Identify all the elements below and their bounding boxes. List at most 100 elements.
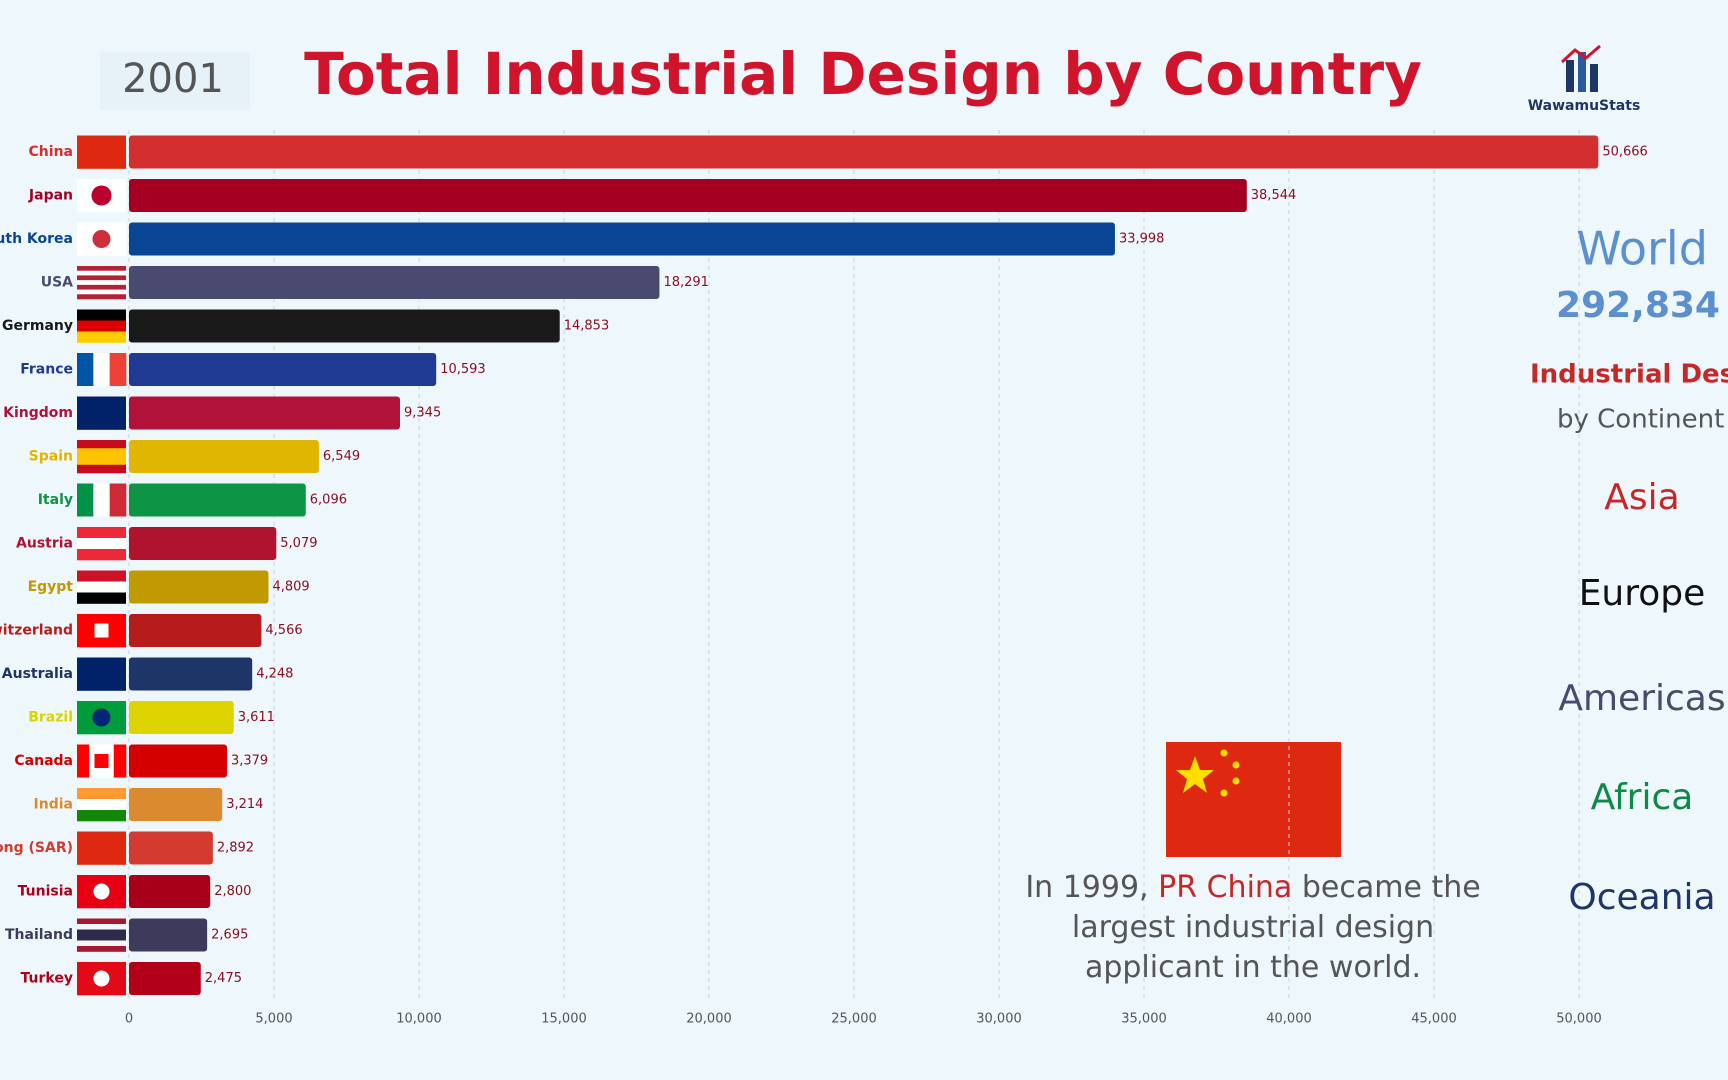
flag-stripe <box>77 284 126 290</box>
flag <box>77 483 127 517</box>
flag-stripe <box>77 581 126 593</box>
flag-stripe <box>77 275 126 281</box>
x-tick-label: 15,000 <box>541 1012 587 1027</box>
flag-stripe <box>77 799 126 811</box>
y-tick-label: Tunisia <box>18 884 73 900</box>
x-tick-label: 25,000 <box>831 1012 877 1027</box>
flag-stripe <box>77 289 126 295</box>
y-tick-label: Switzerland <box>0 623 73 639</box>
value-label: 33,998 <box>1119 232 1165 247</box>
annotation-text: In 1999, <box>1025 870 1159 905</box>
flag-stripe <box>77 946 126 952</box>
value-label: 4,566 <box>265 623 302 638</box>
flag <box>77 353 127 386</box>
x-tick-label: 5,000 <box>255 1012 292 1027</box>
flag-stripe <box>77 294 126 300</box>
annotation: In 1999, PR China became the largest ind… <box>1020 868 1486 988</box>
flag-stripe <box>77 924 126 930</box>
value-label: 3,379 <box>231 754 268 769</box>
flag <box>77 875 126 909</box>
flag-stripe <box>77 135 126 169</box>
flag-stripe <box>77 464 126 474</box>
value-label: 18,291 <box>663 275 709 290</box>
flag-stripe <box>77 396 126 430</box>
flag <box>77 570 126 604</box>
bar <box>129 744 227 778</box>
flag-stripe <box>77 929 126 936</box>
x-tick-label: 10,000 <box>396 1012 442 1027</box>
flag-emblem <box>93 970 110 987</box>
flag-stripe <box>77 570 126 582</box>
year: 2001 <box>122 56 224 102</box>
flag-stripe <box>77 270 126 276</box>
year-box <box>100 52 250 110</box>
flag-stripe <box>77 266 126 272</box>
flag-stripe <box>77 309 126 321</box>
flag-stripe <box>77 538 126 550</box>
y-tick-label: Japan <box>28 188 73 204</box>
flag <box>77 179 126 213</box>
bar <box>129 135 1599 169</box>
flag <box>77 744 127 778</box>
flag-stripe <box>77 448 126 457</box>
x-tick-label: 30,000 <box>976 1012 1022 1027</box>
flag <box>77 527 126 561</box>
bar <box>129 875 211 908</box>
flag-stripe <box>77 456 126 466</box>
bar <box>129 831 213 865</box>
bar <box>129 353 437 386</box>
value-label: 6,549 <box>323 449 360 464</box>
x-tick-label: 20,000 <box>686 1012 732 1027</box>
y-tick-label: India <box>34 797 73 813</box>
flag-stripe <box>77 788 126 800</box>
y-tick-label: Australia <box>2 666 73 682</box>
flag <box>77 788 126 822</box>
flag-stripe <box>77 549 126 561</box>
legend-entry: Europe <box>1579 573 1706 614</box>
value-label: 3,611 <box>238 710 275 725</box>
flag-stripe <box>93 483 110 517</box>
value-label: 3,214 <box>226 797 263 812</box>
x-tick-label: 50,000 <box>1556 1012 1602 1027</box>
flag-stripe <box>77 810 126 822</box>
flag-stripe <box>77 918 126 925</box>
bar <box>129 962 201 995</box>
flag-emblem <box>94 754 109 768</box>
y-tick-label: France <box>20 362 73 378</box>
flag-emblem <box>92 708 111 727</box>
value-label: 4,248 <box>256 667 293 682</box>
value-label: 2,475 <box>205 971 242 986</box>
legend-entry: Oceania <box>1568 877 1715 918</box>
flag-emblem <box>92 230 111 248</box>
bar <box>129 788 223 821</box>
value-label: 4,809 <box>272 580 309 595</box>
bar <box>129 266 660 299</box>
bar <box>129 483 306 517</box>
flag-stripe <box>109 353 127 386</box>
flag-stripe <box>77 440 126 449</box>
x-tick-label: 35,000 <box>1121 1012 1167 1027</box>
value-label: 2,695 <box>211 928 248 943</box>
flag-emblem <box>94 623 109 638</box>
bar <box>129 309 560 343</box>
flag <box>77 657 126 691</box>
y-tick-label: Thailand <box>5 927 73 943</box>
flag <box>77 701 126 735</box>
flag-stripe <box>77 320 126 332</box>
value-label: 2,800 <box>214 884 251 899</box>
bar <box>129 918 208 952</box>
value-label: 6,096 <box>310 493 347 508</box>
bar <box>129 396 401 430</box>
bar <box>129 701 234 734</box>
flag <box>77 831 126 865</box>
y-tick-label: Italy <box>38 492 73 508</box>
flag-emblem <box>91 185 112 206</box>
flag-stripe <box>93 353 110 386</box>
x-tick-label: 40,000 <box>1266 1012 1312 1027</box>
y-tick-label: Egypt <box>28 579 74 595</box>
bar <box>129 440 319 473</box>
flag <box>77 962 126 996</box>
value-label: 14,853 <box>564 319 610 334</box>
value-label: 9,345 <box>404 406 441 421</box>
flag <box>77 266 126 300</box>
